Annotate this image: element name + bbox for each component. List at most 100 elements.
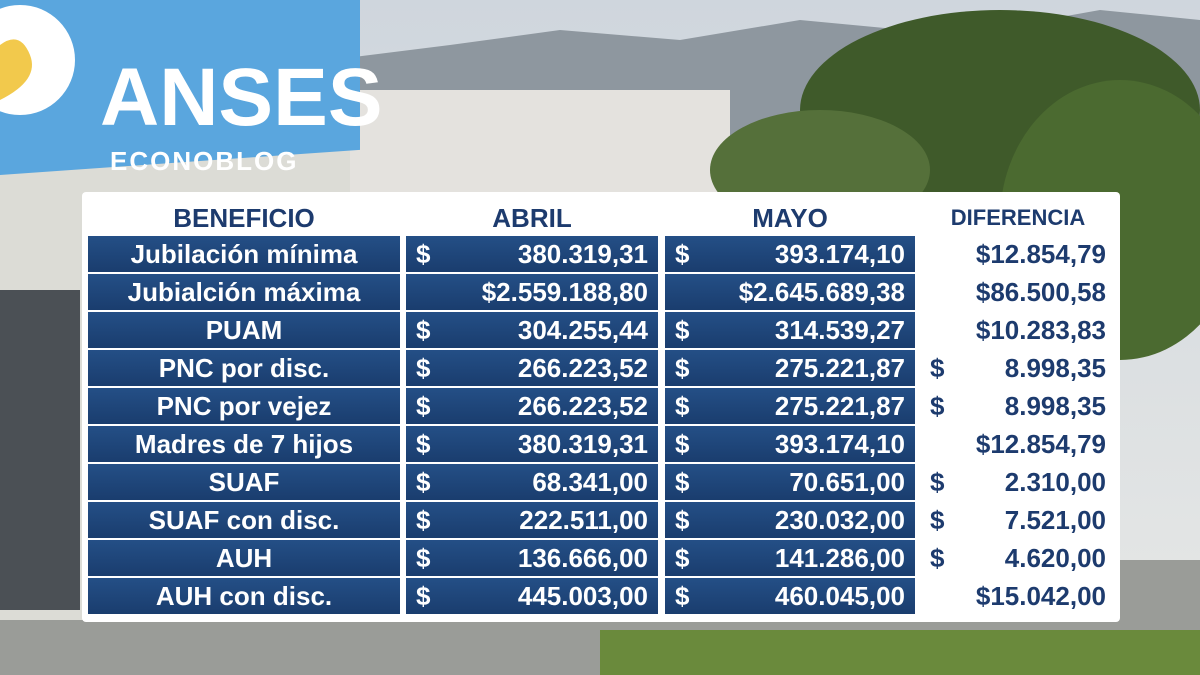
amount: $2.559.188,80 [481,276,648,307]
currency-sign: $ [416,542,431,573]
amount-cell: $445.003,00 [406,578,658,614]
currency-sign: $ [675,542,690,573]
currency-sign: $ [675,352,690,383]
amount: $10.283,83 [975,314,1106,345]
amount-cell: $8.998,35 [920,350,1116,386]
amount-cell: $86.500,58 [920,274,1116,310]
amount-cell: $7.521,00 [920,502,1116,538]
currency-sign: $ [930,542,945,573]
amount-cell: $266.223,52 [406,388,658,424]
amount-cell: $15.042,00 [920,578,1116,614]
benefit-cell: Jubilación mínima [88,236,400,272]
amount: $12.854,79 [975,238,1106,269]
currency-sign: $ [675,428,690,459]
currency-sign: $ [930,466,945,497]
amount: 380.319,31 [517,428,648,459]
amount: 136.666,00 [517,542,648,573]
amount-cell: $70.651,00 [665,464,915,500]
currency-sign: $ [416,314,431,345]
benefit-cell: AUH [88,540,400,576]
amount: 393.174,10 [774,428,905,459]
benefit-cell: Madres de 7 hijos [88,426,400,462]
amount: 393.174,10 [774,238,905,269]
amount: $2.645.689,38 [738,276,905,307]
amount-cell: $8.998,35 [920,388,1116,424]
amount: 4.620,00 [1004,542,1106,573]
amount-cell: $266.223,52 [406,350,658,386]
currency-sign: $ [930,352,945,383]
amount-cell: $380.319,31 [406,236,658,272]
currency-sign: $ [416,428,431,459]
amount-cell: $230.032,00 [665,502,915,538]
benefit-cell: PUAM [88,312,400,348]
currency-sign: $ [416,390,431,421]
amount: 275.221,87 [774,390,905,421]
amount-cell: $275.221,87 [665,350,915,386]
amount: 8.998,35 [1004,390,1106,421]
table-panel: BENEFICIO ABRIL MAYO DIFERENCIA Jubilación m… [82,192,1120,622]
column-header: DIFERENCIA [950,205,1086,230]
amount: 230.032,00 [774,504,905,535]
benefit-cell: PNC por disc. [88,350,400,386]
amount-cell: $393.174,10 [665,236,915,272]
amount-cell: $2.310,00 [920,464,1116,500]
amount: 266.223,52 [517,390,648,421]
column-header: BENEFICIO [173,202,315,233]
amount: 314.539,27 [774,314,905,345]
currency-sign: $ [930,504,945,535]
amount: 70.651,00 [789,466,905,497]
amount: 222.511,00 [519,504,648,535]
amount-cell: $380.319,31 [406,426,658,462]
column-header: ABRIL [492,202,572,233]
amount: 266.223,52 [517,352,648,383]
amount: 304.255,44 [517,314,648,345]
amount: 380.319,31 [517,238,648,269]
amount: 7.521,00 [1004,504,1106,535]
currency-sign: $ [675,466,690,497]
amount: 445.003,00 [517,580,648,611]
currency-sign: $ [416,352,431,383]
amount: $15.042,00 [975,580,1106,611]
column-header: MAYO [752,202,828,233]
amount: $12.854,79 [975,428,1106,459]
currency-sign: $ [416,238,431,269]
amount-cell: $68.341,00 [406,464,658,500]
sign-brand: ANSES [100,52,383,143]
benefit-cell: SUAF [88,464,400,500]
sign-tagline: ECONOBLOG [110,146,298,176]
amount-cell: $136.666,00 [406,540,658,576]
amount-cell: $10.283,83 [920,312,1116,348]
benefit-cell: PNC por vejez [88,388,400,424]
amount: $86.500,58 [975,276,1106,307]
amount: 8.998,35 [1004,352,1106,383]
currency-sign: $ [675,504,690,535]
amount-cell: $304.255,44 [406,312,658,348]
benefit-cell: AUH con disc. [88,578,400,614]
currency-sign: $ [416,466,431,497]
amount-cell: $460.045,00 [665,578,915,614]
amount-cell: $12.854,79 [920,236,1116,272]
currency-sign: $ [930,390,945,421]
amount: 460.045,00 [774,580,905,611]
amount: 275.221,87 [774,352,905,383]
amount-cell: $222.511,00 [406,502,658,538]
amount: 68.341,00 [532,466,648,497]
benefit-cell: Jubialción máxima [88,274,400,310]
amount: 141.286,00 [774,542,905,573]
currency-sign: $ [675,314,690,345]
amount-cell: $141.286,00 [665,540,915,576]
amount-cell: $393.174,10 [665,426,915,462]
amount-cell: $275.221,87 [665,388,915,424]
currency-sign: $ [416,504,431,535]
currency-sign: $ [675,390,690,421]
amount-cell: $314.539,27 [665,312,915,348]
amount-cell: $12.854,79 [920,426,1116,462]
amount-cell: $4.620,00 [920,540,1116,576]
benefit-cell: SUAF con disc. [88,502,400,538]
amount-cell: $2.559.188,80 [406,274,658,310]
currency-sign: $ [675,580,690,611]
currency-sign: $ [675,238,690,269]
amount: 2.310,00 [1004,466,1106,497]
currency-sign: $ [416,580,431,611]
